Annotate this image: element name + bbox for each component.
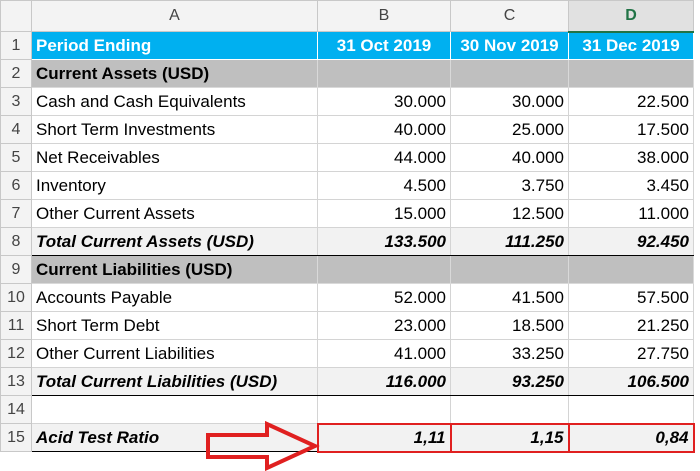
- cell-d6[interactable]: 3.450: [568, 171, 694, 200]
- row-header-15[interactable]: 15: [0, 423, 32, 452]
- cell-a15[interactable]: Acid Test Ratio: [31, 423, 318, 452]
- column-header-c[interactable]: C: [450, 0, 569, 32]
- cell-a2[interactable]: Current Assets (USD): [31, 59, 318, 88]
- cell-d2[interactable]: [568, 59, 694, 88]
- cell-d5[interactable]: 38.000: [568, 143, 694, 172]
- row-6: 6 Inventory 4.500 3.750 3.450: [0, 171, 694, 200]
- cell-a9[interactable]: Current Liabilities (USD): [31, 255, 318, 284]
- row-1: 1 Period Ending 31 Oct 2019 30 Nov 2019 31 D…: [0, 31, 694, 60]
- row-2: 2 Current Assets (USD): [0, 59, 694, 88]
- cell-d14[interactable]: [568, 395, 694, 424]
- cell-b11[interactable]: 23.000: [317, 311, 451, 340]
- row-header-6[interactable]: 6: [0, 171, 32, 200]
- cell-c1[interactable]: 30 Nov 2019: [450, 31, 569, 60]
- row-header-14[interactable]: 14: [0, 395, 32, 424]
- row-header-1[interactable]: 1: [0, 31, 32, 60]
- row-15: 15 Acid Test Ratio 1,11 1,15 0,84: [0, 422, 695, 453]
- column-header-d[interactable]: D: [568, 0, 694, 33]
- cell-b1[interactable]: 31 Oct 2019: [317, 31, 451, 60]
- cell-b14[interactable]: [317, 395, 451, 424]
- spreadsheet-grid: A B C D 1 Period Ending 31 Oct 2019 30 Nov …: [0, 0, 695, 453]
- cell-a6[interactable]: Inventory: [31, 171, 318, 200]
- row-7: 7 Other Current Assets 15.000 12.500 11.000: [0, 199, 694, 228]
- row-9: 9 Current Liabilities (USD): [0, 255, 694, 284]
- column-header-row: A B C D: [0, 0, 694, 33]
- cell-c13[interactable]: 93.250: [450, 367, 569, 396]
- cell-b7[interactable]: 15.000: [317, 199, 451, 228]
- cell-b5[interactable]: 44.000: [317, 143, 451, 172]
- row-header-9[interactable]: 9: [0, 255, 32, 284]
- row-header-11[interactable]: 11: [0, 311, 32, 340]
- row-header-8[interactable]: 8: [0, 227, 32, 256]
- cell-b10[interactable]: 52.000: [317, 283, 451, 312]
- cell-d3[interactable]: 22.500: [568, 87, 694, 116]
- cell-b9[interactable]: [317, 255, 451, 284]
- cell-a10[interactable]: Accounts Payable: [31, 283, 318, 312]
- row-header-2[interactable]: 2: [0, 59, 32, 88]
- cell-c15[interactable]: 1,15: [449, 422, 570, 453]
- cell-b3[interactable]: 30.000: [317, 87, 451, 116]
- row-11: 11 Short Term Debt 23.000 18.500 21.250: [0, 311, 694, 340]
- cell-a14[interactable]: [31, 395, 318, 424]
- cell-c6[interactable]: 3.750: [450, 171, 569, 200]
- cell-c14[interactable]: [450, 395, 569, 424]
- cell-d10[interactable]: 57.500: [568, 283, 694, 312]
- cell-c3[interactable]: 30.000: [450, 87, 569, 116]
- row-header-5[interactable]: 5: [0, 143, 32, 172]
- cell-c7[interactable]: 12.500: [450, 199, 569, 228]
- row-10: 10 Accounts Payable 52.000 41.500 57.500: [0, 283, 694, 312]
- cell-c8[interactable]: 111.250: [450, 227, 569, 256]
- cell-b12[interactable]: 41.000: [317, 339, 451, 368]
- row-header-4[interactable]: 4: [0, 115, 32, 144]
- cell-b8[interactable]: 133.500: [317, 227, 451, 256]
- cell-b4[interactable]: 40.000: [317, 115, 451, 144]
- cell-a12[interactable]: Other Current Liabilities: [31, 339, 318, 368]
- cell-a13[interactable]: Total Current Liabilities (USD): [31, 367, 318, 396]
- cell-d13[interactable]: 106.500: [568, 367, 694, 396]
- row-14: 14: [0, 395, 694, 424]
- cell-a4[interactable]: Short Term Investments: [31, 115, 318, 144]
- row-header-12[interactable]: 12: [0, 339, 32, 368]
- cell-d4[interactable]: 17.500: [568, 115, 694, 144]
- cell-a7[interactable]: Other Current Assets: [31, 199, 318, 228]
- select-all-corner[interactable]: [0, 0, 32, 32]
- cell-a11[interactable]: Short Term Debt: [31, 311, 318, 340]
- cell-d7[interactable]: 11.000: [568, 199, 694, 228]
- row-header-13[interactable]: 13: [0, 367, 32, 396]
- cell-c12[interactable]: 33.250: [450, 339, 569, 368]
- cell-a5[interactable]: Net Receivables: [31, 143, 318, 172]
- cell-d8[interactable]: 92.450: [568, 227, 694, 256]
- row-12: 12 Other Current Liabilities 41.000 33.250 2…: [0, 339, 694, 368]
- cell-b15[interactable]: 1,11: [316, 422, 452, 453]
- cell-d1[interactable]: 31 Dec 2019: [568, 31, 694, 60]
- row-13: 13 Total Current Liabilities (USD) 116.000…: [0, 367, 694, 396]
- cell-c4[interactable]: 25.000: [450, 115, 569, 144]
- cell-b13[interactable]: 116.000: [317, 367, 451, 396]
- cell-b6[interactable]: 4.500: [317, 171, 451, 200]
- row-header-7[interactable]: 7: [0, 199, 32, 228]
- row-header-3[interactable]: 3: [0, 87, 32, 116]
- cell-c9[interactable]: [450, 255, 569, 284]
- row-5: 5 Net Receivables 44.000 40.000 38.000: [0, 143, 694, 172]
- red-arrow-icon: [206, 421, 320, 471]
- cell-c11[interactable]: 18.500: [450, 311, 569, 340]
- column-header-b[interactable]: B: [317, 0, 451, 32]
- row-8: 8 Total Current Assets (USD) 133.500 111.25…: [0, 227, 694, 256]
- row-4: 4 Short Term Investments 40.000 25.000 17.50…: [0, 115, 694, 144]
- cell-c10[interactable]: 41.500: [450, 283, 569, 312]
- cell-a1[interactable]: Period Ending: [31, 31, 318, 60]
- cell-b2[interactable]: [317, 59, 451, 88]
- cell-c2[interactable]: [450, 59, 569, 88]
- row-header-10[interactable]: 10: [0, 283, 32, 312]
- cell-a8[interactable]: Total Current Assets (USD): [31, 227, 318, 256]
- cell-d15[interactable]: 0,84: [567, 422, 695, 453]
- cell-d12[interactable]: 27.750: [568, 339, 694, 368]
- cell-d9[interactable]: [568, 255, 694, 284]
- cell-a3[interactable]: Cash and Cash Equivalents: [31, 87, 318, 116]
- column-header-a[interactable]: A: [31, 0, 318, 32]
- cell-d11[interactable]: 21.250: [568, 311, 694, 340]
- cell-c5[interactable]: 40.000: [450, 143, 569, 172]
- row-3: 3 Cash and Cash Equivalents 30.000 30.000 22…: [0, 87, 694, 116]
